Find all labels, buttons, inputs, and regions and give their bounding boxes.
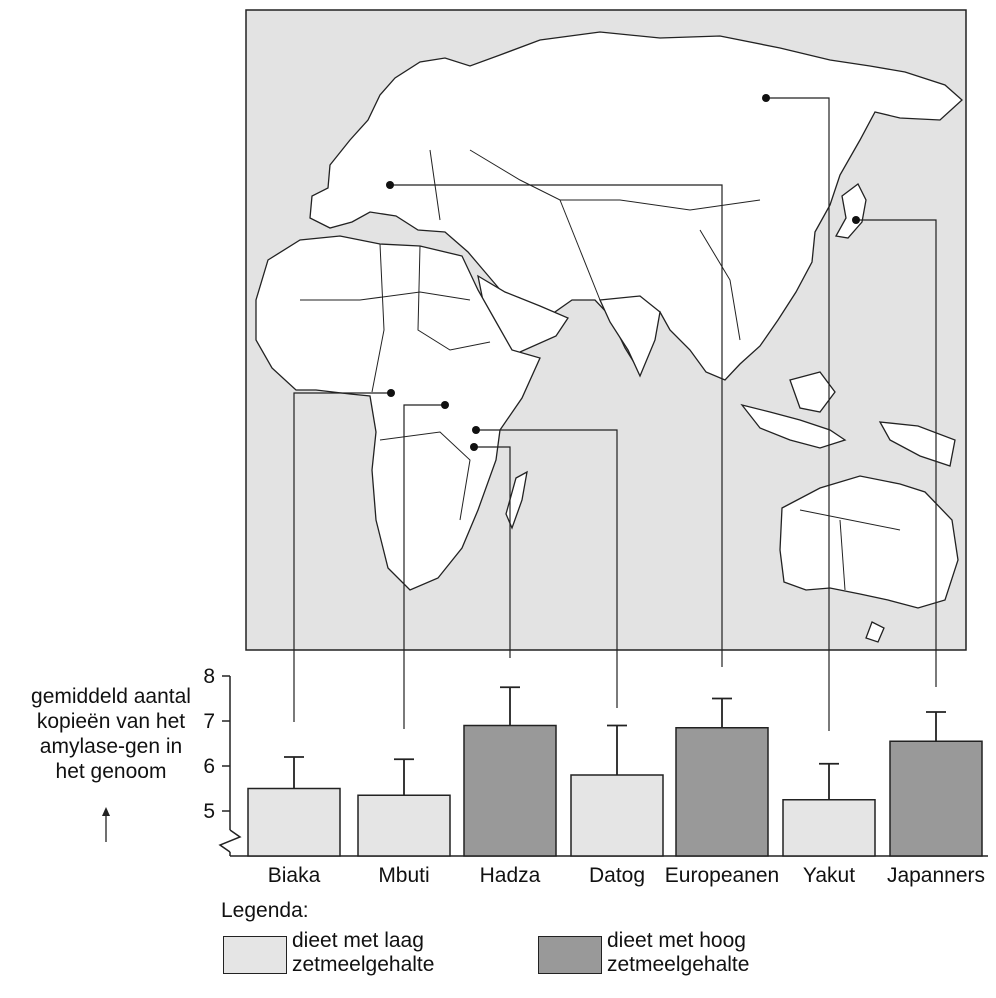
- legend-low-line: dieet met laag: [292, 929, 424, 952]
- india-landmass: [599, 295, 661, 378]
- x-labels: Biaka Mbuti Hadza Datog Europeanen Yakut Japan…: [268, 864, 985, 887]
- connector-mbuti: [403, 404, 445, 729]
- connector-japanners: [856, 219, 937, 687]
- dot-biaka: [387, 389, 395, 397]
- australia-landmass: [779, 475, 959, 609]
- dot-yakut: [762, 94, 770, 102]
- legend-high-line: zetmeelgehalte: [607, 953, 750, 976]
- y-tick-label: 8: [203, 665, 215, 688]
- bar-japanners: [889, 740, 983, 857]
- y-axis-label-line: amylase-gen in: [39, 735, 183, 758]
- connector-hadza: [474, 446, 511, 658]
- dot-mbuti: [441, 401, 449, 409]
- bar-europeanen: [675, 727, 769, 857]
- bar-yakut: [782, 799, 876, 857]
- legend-text-high: dieet met hoog zetmeelgehalte: [607, 929, 749, 977]
- bar-chart: 5 6 7 8 Biaka Mbuti Hadza Datog Europeanen Yakut…: [203, 665, 988, 887]
- bar-biaka: [247, 787, 341, 857]
- indonesia-landmass: [740, 403, 847, 449]
- y-axis-label-line: kopieën van het: [36, 710, 186, 733]
- connector-yakut: [766, 97, 830, 731]
- bar-hadza: [463, 724, 557, 857]
- y-tick-label: 5: [203, 800, 215, 823]
- x-tick-label: Yakut: [803, 864, 855, 887]
- dot-europeanen: [386, 181, 394, 189]
- population-dots: [386, 94, 860, 451]
- y-axis-label-line: gemiddeld aantal: [31, 685, 191, 708]
- error-bars: [284, 686, 946, 800]
- connector-biaka: [293, 392, 391, 722]
- x-tick-label: Mbuti: [378, 864, 429, 887]
- y-ticks: 5 6 7 8: [203, 665, 230, 823]
- connector-europeanen: [390, 184, 723, 667]
- bar-mbuti: [357, 794, 451, 857]
- legend-swatch-low: [223, 936, 287, 974]
- x-tick-label: Europeanen: [665, 864, 779, 887]
- bar-datog: [570, 774, 664, 857]
- dot-datog: [472, 426, 480, 434]
- connectors: [293, 97, 937, 731]
- country-borders: [300, 149, 901, 591]
- x-tick-label: Japanners: [887, 864, 985, 887]
- borneo-landmass: [789, 371, 836, 413]
- dot-hadza: [470, 443, 478, 451]
- legend-title: Legenda:: [221, 899, 309, 922]
- new-zealand-landmass: [865, 621, 885, 643]
- y-tick-label: 6: [203, 755, 215, 778]
- bars: [247, 724, 983, 857]
- japan-landmass: [834, 183, 867, 239]
- up-arrow-icon: [102, 807, 110, 842]
- axis-break: [218, 829, 242, 853]
- dot-japanners: [852, 216, 860, 224]
- x-tick-label: Datog: [589, 864, 645, 887]
- x-tick-label: Hadza: [480, 864, 541, 887]
- legend-low-line: zetmeelgehalte: [292, 953, 435, 976]
- y-tick-label: 7: [203, 710, 215, 733]
- legend-text-low: dieet met laag zetmeelgehalte: [292, 929, 434, 977]
- madagascar-landmass: [505, 470, 528, 530]
- legend-high-line: dieet met hoog: [607, 929, 746, 952]
- x-tick-label: Biaka: [268, 864, 321, 887]
- africa-landmass: [255, 235, 541, 591]
- connector-datog: [476, 429, 618, 708]
- y-axis-label-line: het genoom: [55, 760, 167, 783]
- world-map: [245, 9, 967, 651]
- eurasia-landmass: [309, 31, 963, 381]
- legend-swatch-high: [538, 936, 602, 974]
